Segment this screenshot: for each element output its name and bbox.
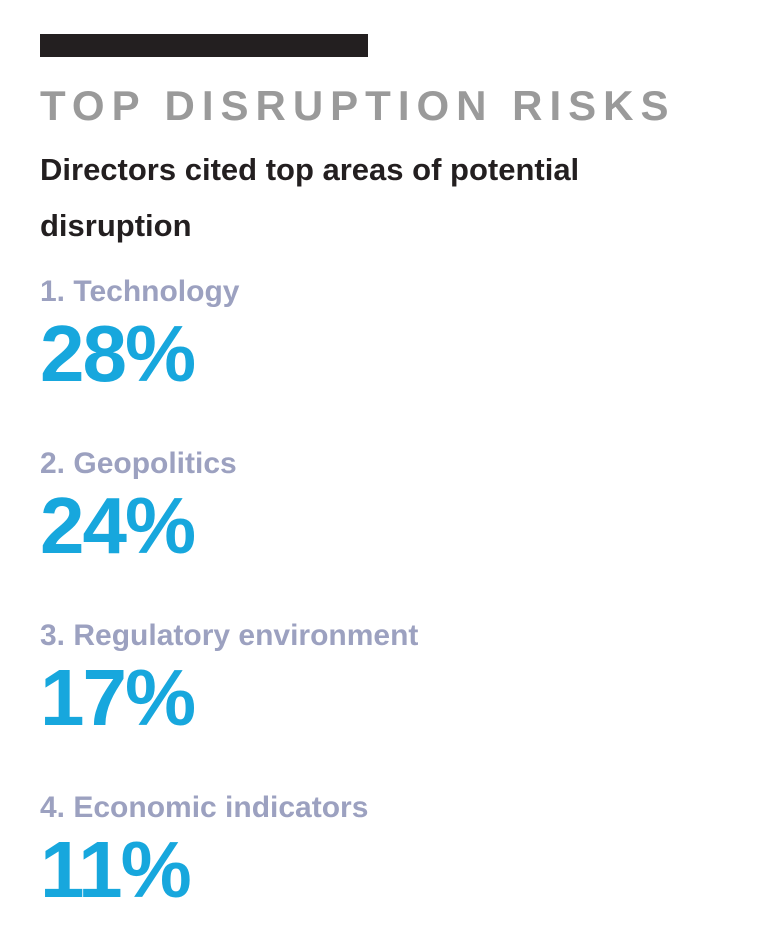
risk-label: 1. Technology bbox=[40, 275, 240, 308]
risk-value: 17% bbox=[40, 653, 196, 742]
page-title: TOP DISRUPTION RISKS bbox=[40, 82, 676, 129]
risk-item-geopolitics: 2. Geopolitics 24% bbox=[40, 446, 749, 570]
risk-item-regulatory-environment: 3. Regulatory environment 17% bbox=[40, 618, 749, 742]
risk-label: 2. Geopolitics bbox=[40, 447, 237, 480]
risk-value: 28% bbox=[40, 309, 196, 398]
risk-list: 1. Technology 28% 2. Geopolitics 24% 3. … bbox=[40, 274, 749, 914]
risk-value: 11% bbox=[40, 825, 192, 914]
risk-item-technology: 1. Technology 28% bbox=[40, 274, 749, 398]
risk-label: 3. Regulatory environment bbox=[40, 619, 419, 652]
risk-value: 24% bbox=[40, 481, 196, 570]
page-subtitle: Directors cited top areas of potential d… bbox=[40, 152, 580, 243]
risk-item-economic-indicators: 4. Economic indicators 11% bbox=[40, 790, 749, 914]
risk-label: 4. Economic indicators bbox=[40, 791, 369, 824]
accent-bar bbox=[40, 34, 368, 57]
